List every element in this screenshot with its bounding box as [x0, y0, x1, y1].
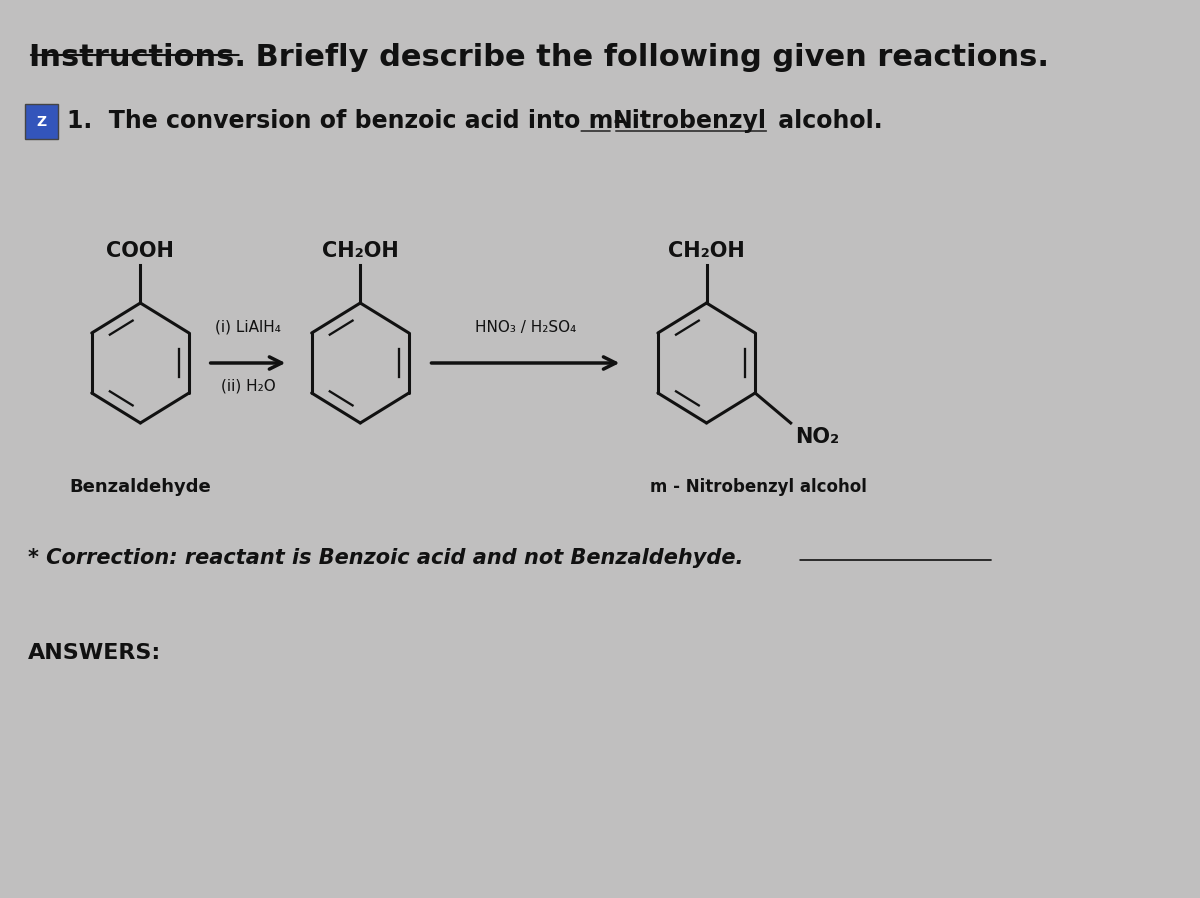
- Text: HNO₃ / H₂SO₄: HNO₃ / H₂SO₄: [475, 320, 576, 335]
- Text: Instructions.: Instructions.: [28, 43, 246, 72]
- Text: ANSWERS:: ANSWERS:: [28, 643, 161, 663]
- Text: NO₂: NO₂: [796, 427, 840, 447]
- Text: Benzaldehyde: Benzaldehyde: [70, 478, 211, 496]
- Text: (i) LiAlH₄: (i) LiAlH₄: [215, 320, 281, 335]
- Text: m - Nitrobenzyl alcohol: m - Nitrobenzyl alcohol: [649, 478, 866, 496]
- Text: Nitrobenzyl: Nitrobenzyl: [613, 109, 767, 133]
- Text: (ii) H₂O: (ii) H₂O: [221, 378, 275, 393]
- Text: Z: Z: [36, 115, 47, 128]
- Text: Briefly describe the following given reactions.: Briefly describe the following given rea…: [245, 43, 1049, 72]
- Text: 1.  The conversion of benzoic acid into m–: 1. The conversion of benzoic acid into m…: [67, 109, 625, 133]
- Text: CH₂OH: CH₂OH: [322, 241, 398, 261]
- Text: * Correction: reactant is Benzoic acid and not Benzaldehyde.: * Correction: reactant is Benzoic acid a…: [28, 548, 744, 568]
- FancyBboxPatch shape: [25, 104, 58, 139]
- Text: CH₂OH: CH₂OH: [668, 241, 745, 261]
- Text: COOH: COOH: [107, 241, 174, 261]
- Text: alcohol.: alcohol.: [770, 109, 883, 133]
